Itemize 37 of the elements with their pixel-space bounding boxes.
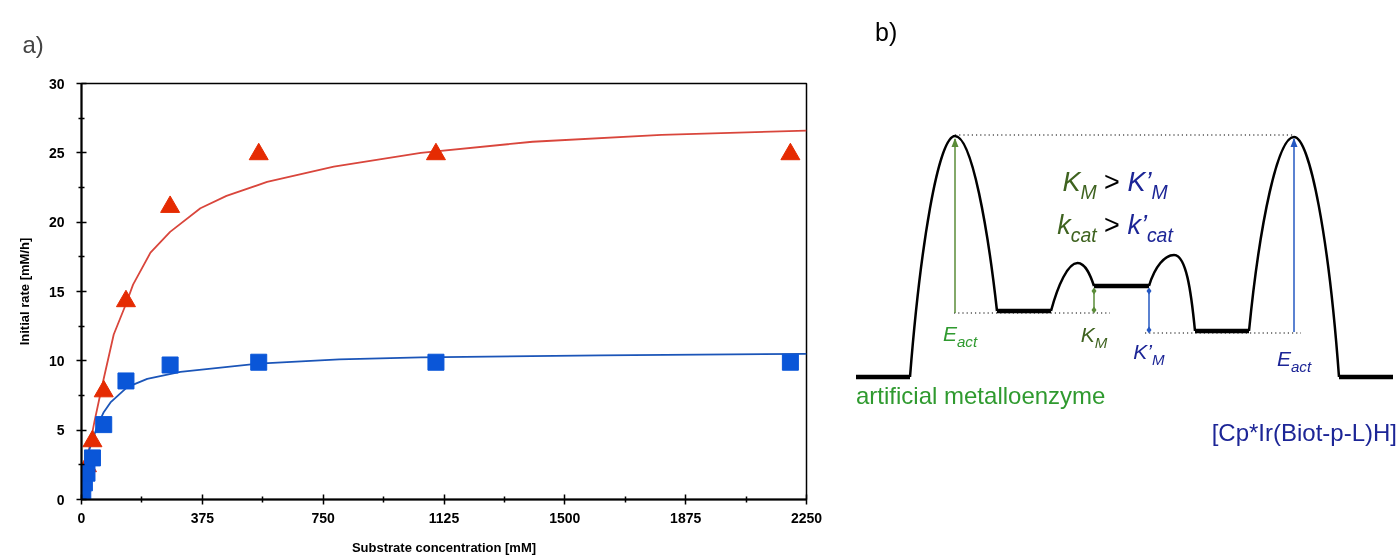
point bbox=[780, 142, 801, 161]
y-tick-label: 10 bbox=[48, 352, 65, 369]
text: k$_{cat}$ > k’$_{cat}$ bbox=[1057, 210, 1175, 246]
point bbox=[248, 142, 269, 161]
text: K$_{M}$ bbox=[1080, 323, 1108, 351]
text: E$_{act}$ bbox=[942, 322, 978, 350]
point bbox=[425, 142, 446, 161]
point bbox=[781, 353, 799, 371]
point bbox=[250, 353, 268, 371]
y-tick-label: 0 bbox=[56, 491, 65, 508]
chart-title: a) bbox=[22, 30, 44, 58]
point bbox=[95, 416, 113, 434]
point bbox=[160, 195, 181, 213]
x-tick-label: 1500 bbox=[549, 509, 581, 526]
y-tick-label: 5 bbox=[56, 422, 65, 439]
y-axis-title: Initial rate [mM/h] bbox=[16, 237, 32, 346]
x-tick-label: 0 bbox=[77, 509, 86, 526]
y-tick-label: 25 bbox=[48, 144, 65, 161]
point bbox=[117, 372, 135, 390]
x-tick-label: 375 bbox=[190, 509, 215, 526]
point bbox=[161, 356, 179, 374]
y-tick-label: 30 bbox=[48, 75, 65, 92]
text: artificial metalloenzyme bbox=[856, 382, 1106, 409]
y-tick-label: 15 bbox=[48, 283, 65, 300]
x-axis-title: Substrate concentration [mM] bbox=[351, 539, 537, 555]
x-tick-label: 2250 bbox=[790, 509, 823, 526]
x-tick-label: 1125 bbox=[428, 509, 460, 526]
text: b) bbox=[875, 18, 898, 46]
x-tick-label: 1875 bbox=[670, 509, 702, 526]
text: K$_{M}$ > K’$_{M}$ bbox=[1062, 167, 1169, 203]
x-tick-label: 750 bbox=[311, 509, 336, 526]
y-tick-label: 20 bbox=[48, 214, 65, 231]
text: [Cp*Ir(Biot-p-L)H] bbox=[1211, 419, 1397, 446]
point bbox=[427, 353, 445, 371]
point bbox=[115, 289, 136, 308]
text: K’$_{M}$ bbox=[1133, 340, 1166, 368]
text: E$_{act}$ bbox=[1276, 347, 1312, 375]
